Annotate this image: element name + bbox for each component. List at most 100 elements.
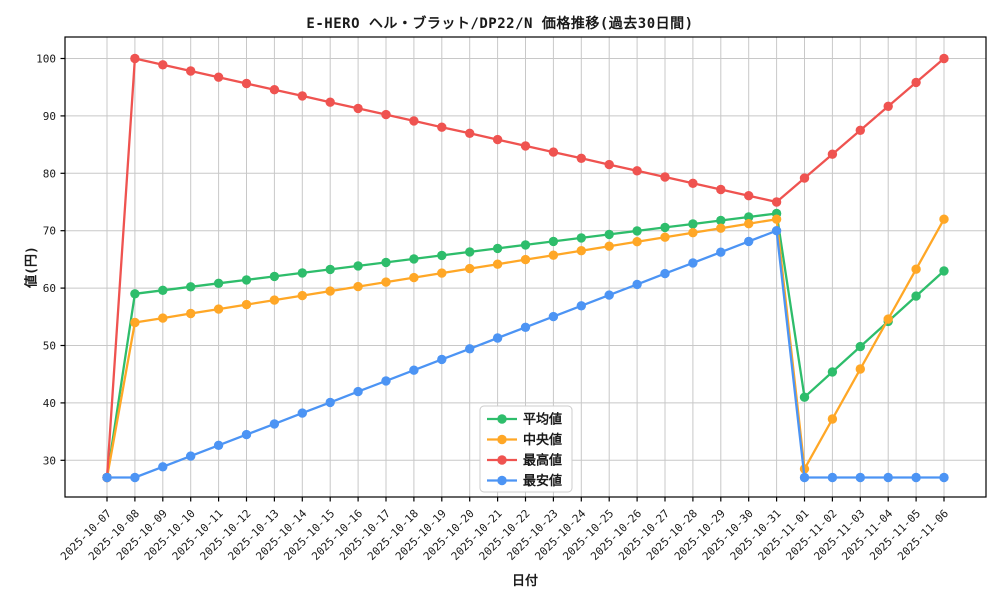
series-max-point [771, 197, 782, 207]
y-tick-label: 80 [43, 167, 56, 180]
series-avg-point [827, 367, 838, 377]
legend-max-label: 最高値 [523, 453, 562, 469]
series-median-point [186, 308, 196, 319]
series-median-point [911, 264, 921, 274]
series-min-point [130, 472, 140, 483]
series-median-point [604, 241, 614, 251]
series-min-point [799, 472, 810, 483]
series-min-point [548, 311, 559, 322]
series-avg-point [576, 233, 586, 243]
series-max-point [465, 128, 475, 138]
series-min-point [213, 440, 224, 450]
series-max-point [437, 122, 447, 132]
series-min-point [939, 472, 949, 483]
series-min-point [520, 322, 531, 332]
series-median-point [492, 259, 503, 269]
series-avg-point [492, 243, 503, 254]
series-max-point [576, 153, 586, 163]
series-min-point [855, 472, 865, 483]
y-tick-label: 90 [43, 110, 56, 123]
series-min-point [353, 386, 363, 397]
series-min-point [604, 290, 614, 300]
series-max-point [660, 172, 670, 182]
series-max-point [799, 173, 810, 183]
series-median-point [269, 295, 280, 305]
series-avg-point [297, 268, 307, 278]
series-avg-point [799, 392, 810, 402]
series-max-point [492, 134, 503, 145]
series-avg-point [409, 254, 419, 264]
series-median-point [688, 228, 698, 238]
series-avg-point [855, 341, 865, 352]
series-min-point [186, 451, 196, 461]
series-median-point [771, 214, 782, 224]
series-avg-point [158, 285, 168, 295]
series-avg-point [911, 291, 921, 301]
series-min-point [883, 472, 893, 483]
y-tick-label: 50 [43, 340, 56, 353]
series-avg-point [744, 212, 754, 222]
series-min-point [409, 365, 419, 375]
series-max-point [939, 53, 949, 64]
y-tick-label: 30 [43, 454, 56, 467]
series-min-point [269, 419, 280, 429]
series-max-point [548, 147, 559, 157]
series-max-point [325, 97, 335, 107]
series-max-point [520, 141, 531, 151]
series-max-point [911, 77, 921, 88]
y-tick-label: 70 [43, 225, 56, 238]
series-max-point [827, 149, 838, 159]
series-max-point [213, 72, 224, 82]
series-avg-point [437, 250, 447, 261]
series-avg-point [548, 236, 559, 247]
series-median-point [827, 414, 838, 424]
legend-max-marker-icon [497, 455, 507, 465]
series-max-point [744, 191, 754, 201]
series-median-point [883, 314, 893, 324]
series-median-point [158, 313, 168, 323]
chart-title: E-HERO ヘル・ブラット/DP22/N 価格推移(過去30日間) [306, 16, 694, 32]
series-avg-point [353, 261, 363, 271]
legend-median-marker-icon [497, 434, 507, 445]
series-avg-point [325, 264, 335, 275]
series-median-point [939, 214, 949, 224]
series-avg-point [604, 229, 614, 240]
series-min-point [660, 268, 670, 279]
series-median-point [409, 272, 419, 283]
series-median-point [241, 299, 252, 310]
series-median-point [325, 286, 335, 296]
series-max-point [381, 109, 391, 120]
series-min-point [158, 462, 168, 472]
series-max-point [632, 166, 642, 176]
series-max-point [409, 116, 419, 126]
series-median-point [660, 232, 670, 242]
series-median-point [548, 250, 559, 260]
legend-avg-label: 平均値 [523, 412, 562, 428]
series-median-point [576, 246, 586, 256]
legend-min-marker-icon [497, 475, 507, 486]
legend-avg-marker-icon [497, 414, 507, 424]
series-avg-point [381, 257, 391, 268]
series-median-point [381, 277, 391, 287]
y-tick-label: 100 [36, 53, 56, 66]
y-tick-label: 40 [43, 397, 56, 410]
series-median-point [130, 317, 140, 328]
series-min-point [297, 408, 307, 418]
series-avg-point [520, 240, 531, 250]
series-avg-point [213, 278, 224, 288]
series-median-point [297, 290, 307, 301]
series-min-point [437, 354, 447, 365]
series-avg-point [660, 222, 670, 233]
series-median-point [855, 364, 865, 374]
series-min-point [716, 247, 726, 257]
series-min-point [827, 472, 838, 483]
series-max-point [716, 184, 726, 195]
series-min-point [771, 226, 782, 236]
series-max-point [186, 66, 196, 76]
series-avg-point [465, 247, 475, 257]
series-median-point [437, 268, 447, 278]
series-min-point [325, 397, 335, 408]
series-min-point [241, 429, 252, 440]
